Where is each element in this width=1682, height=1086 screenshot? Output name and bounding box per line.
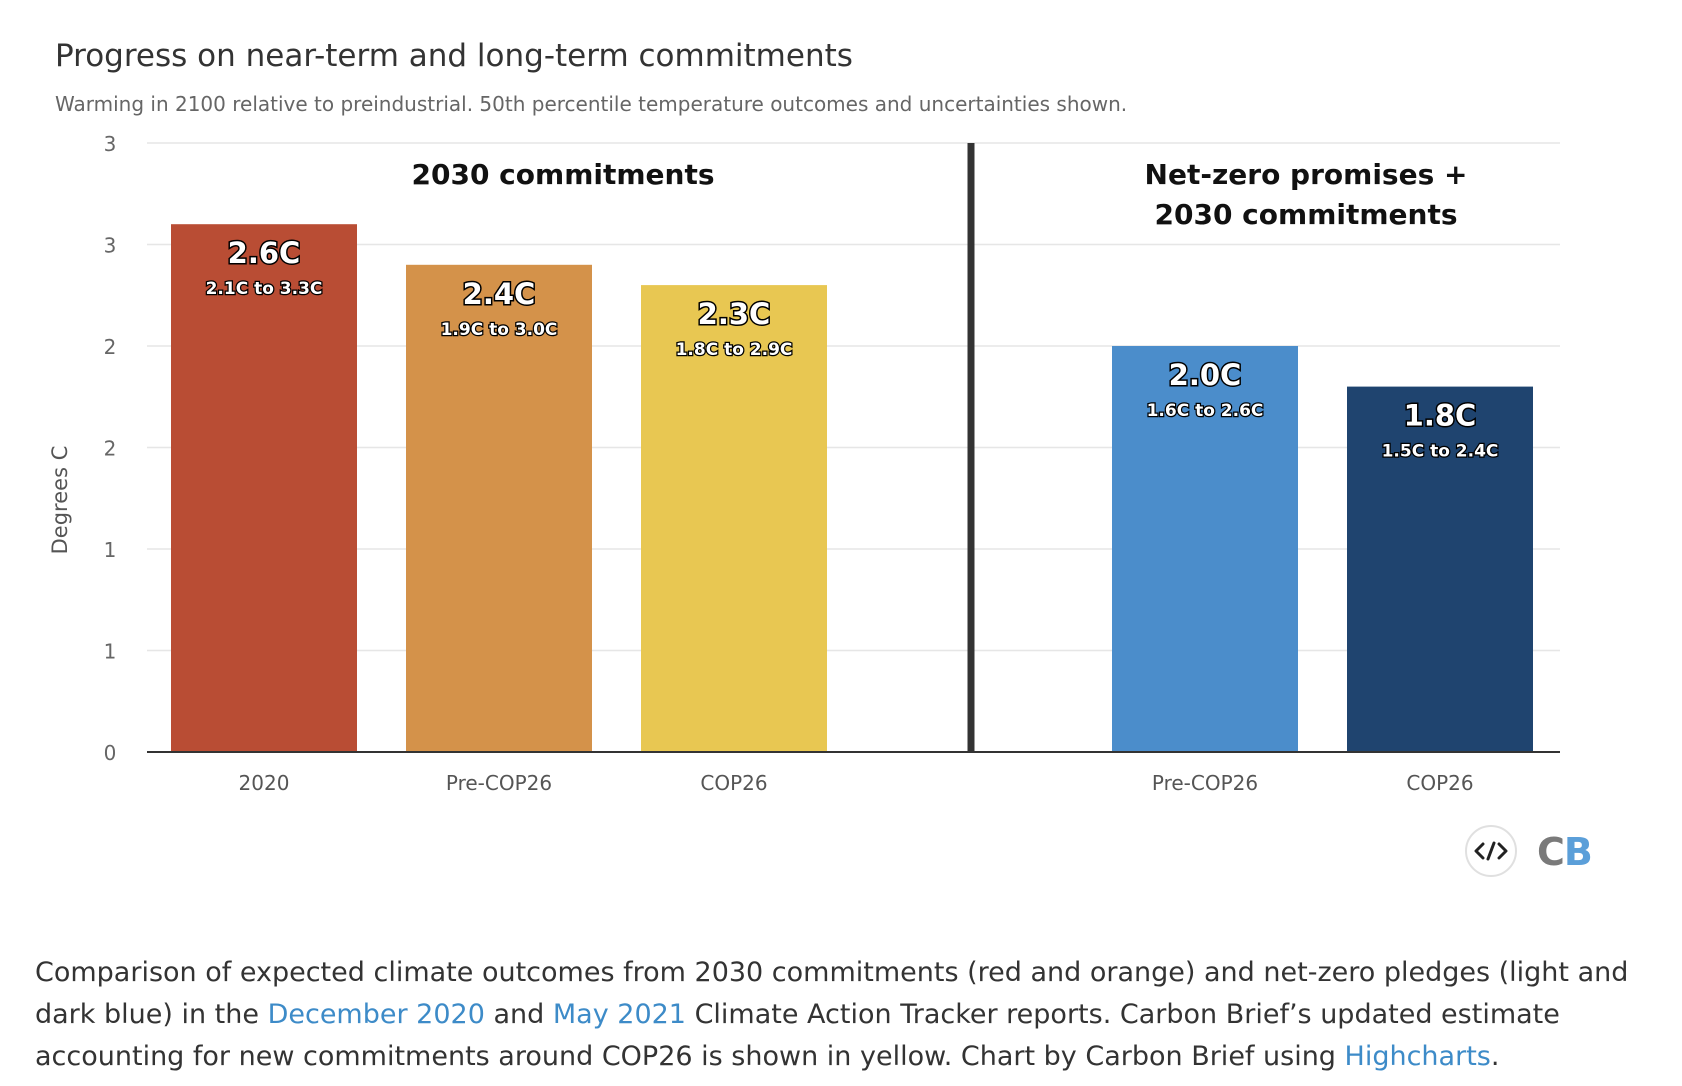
y-tick-label: 2 [104,437,117,461]
y-tick-label: 2 [104,335,117,359]
x-tick-label: COP26 [700,771,767,795]
group-label: 2030 commitments [1155,198,1458,231]
y-tick-label: 1 [104,640,117,664]
bar [171,224,357,752]
chart-subtitle: Warming in 2100 relative to preindustria… [55,92,1128,116]
data-label: 1.8C [1404,399,1477,433]
x-tick-label: Pre-COP26 [446,771,552,795]
embed-button[interactable] [1465,825,1517,877]
x-tick-label: 2020 [239,771,290,795]
group-label: Net-zero promises + [1145,158,1468,191]
bar [406,264,592,752]
y-tick-label: 3 [104,132,117,156]
december-2020-link[interactable]: December 2020 [267,999,485,1030]
x-tick-label: Pre-COP26 [1152,771,1258,795]
may-2021-link[interactable]: May 2021 [552,999,686,1030]
figure-caption: Comparison of expected climate outcomes … [35,957,1629,1072]
bar [1347,386,1533,752]
data-label: 2.4C [463,277,536,311]
y-tick-label: 0 [104,741,117,765]
highcharts-link[interactable]: Highcharts [1344,1041,1491,1072]
bar [641,285,827,752]
range-label: 1.6C to 2.6C [1147,401,1264,421]
y-tick-label: 3 [104,234,117,258]
range-label: 1.5C to 2.4C [1382,442,1499,462]
range-label: 1.8C to 2.9C [676,340,793,360]
data-label: 2.6C [228,236,301,270]
range-label: 2.1C to 3.3C [206,279,323,299]
carbon-brief-logo[interactable]: CB [1537,830,1593,874]
bar [1112,346,1298,752]
bar-chart: 0 1 1 2 2 3 3 2.6C 2.1C to 3.3C 2020 2.4C 1.9C to 3… [104,132,1560,795]
data-label: 2.3C [698,297,771,331]
x-tick-label: COP26 [1406,771,1473,795]
data-label: 2.0C [1169,358,1242,392]
group-label: 2030 commitments [412,158,715,191]
code-embed-icon [1474,841,1508,861]
range-label: 1.9C to 3.0C [441,320,558,340]
y-tick-label: 1 [104,538,117,562]
chart-title: Progress on near-term and long-term comm… [55,38,853,74]
